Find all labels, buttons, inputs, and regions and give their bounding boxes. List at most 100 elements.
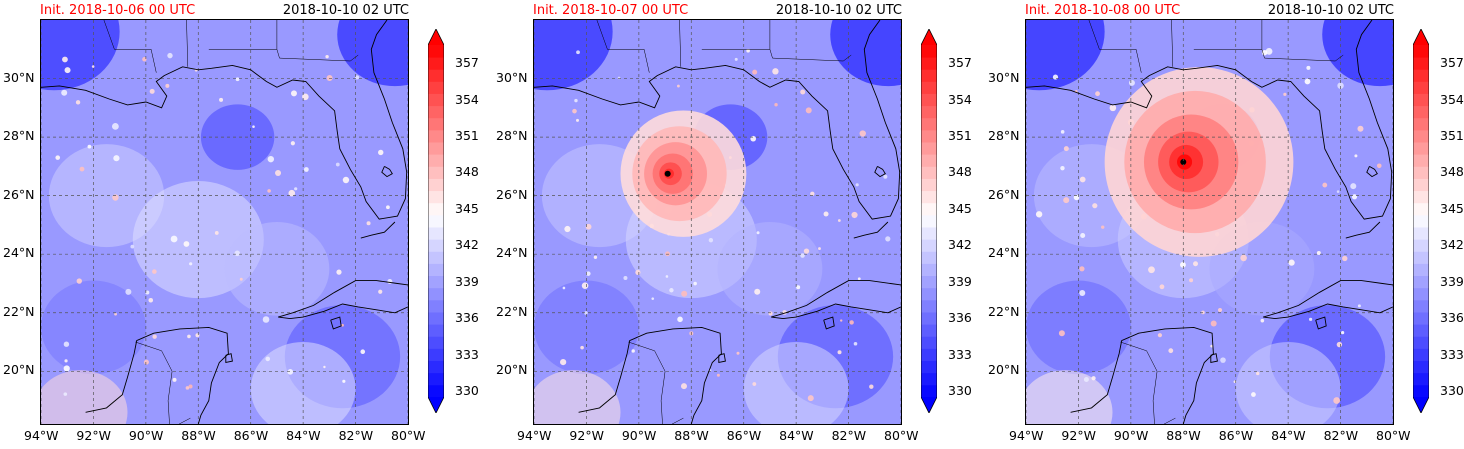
convective-cell <box>1210 344 1214 348</box>
convective-cell <box>1128 79 1135 86</box>
convective-cell <box>189 262 193 266</box>
latitude-tick-label: 30°N <box>3 69 35 85</box>
convective-cell <box>1306 65 1311 70</box>
convective-cell <box>1337 82 1344 89</box>
colorbar-extend-min <box>1413 397 1429 413</box>
latitude-tick-label: 22°N <box>496 303 528 319</box>
longitude-tick-label: 86°W <box>726 428 762 443</box>
convective-cell <box>576 118 580 122</box>
colorbar-tick-label: 342 <box>1440 237 1464 253</box>
convective-cell <box>736 351 740 355</box>
field-region <box>1026 370 1113 424</box>
convective-cell <box>214 231 219 235</box>
colorbar-segment <box>428 81 444 94</box>
colorbar-segment <box>1413 154 1429 167</box>
convective-cell <box>746 48 750 53</box>
convective-cell <box>288 189 296 197</box>
colorbar-segment <box>428 275 444 289</box>
convective-cell <box>593 255 598 259</box>
political-border <box>679 20 682 67</box>
colorbar-segment <box>428 202 444 216</box>
colorbar-segment <box>1413 202 1429 216</box>
convective-cell <box>1336 190 1340 193</box>
convective-cell <box>1193 261 1199 267</box>
convective-cell <box>326 74 333 81</box>
political-border <box>279 54 359 62</box>
colorbar-tick-label: 354 <box>948 91 972 107</box>
convective-cell <box>195 333 200 338</box>
latitude-tick-label: 20°N <box>3 362 35 378</box>
colorbar-segment <box>921 348 937 361</box>
convective-cell <box>734 57 738 61</box>
latitude-tick-label: 24°N <box>496 245 528 261</box>
longitude-tick-label: 82°W <box>831 428 867 443</box>
colorbar-segment <box>428 154 444 167</box>
colorbar-segment <box>428 105 444 119</box>
colorbar-segment <box>921 299 937 313</box>
colorbar-segment <box>1413 287 1429 301</box>
colorbar-segment <box>1413 372 1429 386</box>
colorbar-segment <box>428 45 444 58</box>
forecast-panel-3: Init. 2018-10-08 00 UTC 2018-10-10 02 UT… <box>985 0 1464 449</box>
init-time-label: Init. 2018-10-08 00 UTC <box>1025 3 1181 18</box>
convective-cell <box>378 289 383 294</box>
convective-cell <box>754 288 761 295</box>
convective-cell <box>1095 91 1100 97</box>
colorbar-tick-label: 336 <box>948 310 972 326</box>
convective-cell <box>1058 330 1065 337</box>
colorbar-segment <box>921 190 937 204</box>
latitude-tick-label: 26°N <box>496 186 528 202</box>
convective-cell <box>265 356 271 362</box>
coastline <box>718 353 726 364</box>
convective-cell <box>275 170 282 177</box>
convective-cell <box>1354 154 1358 158</box>
longitude-tick-label: 88°W <box>1166 428 1201 443</box>
convective-cell <box>336 269 342 275</box>
convective-cell <box>651 297 655 300</box>
longitude-tick-label: 90°W <box>621 428 657 443</box>
convective-cell <box>756 231 760 235</box>
political-border <box>671 417 684 424</box>
colorbar-segment <box>1413 348 1429 361</box>
valid-time-label: 2018-10-10 02 UTC <box>282 3 409 18</box>
colorbar-segment <box>1413 129 1429 143</box>
colorbar-segment <box>921 81 937 94</box>
latitude-tick-label: 28°N <box>496 128 528 144</box>
latitude-tick-label: 22°N <box>3 303 35 319</box>
colorbar <box>921 29 937 413</box>
convective-cell <box>262 316 270 323</box>
colorbar-extend-min <box>428 397 444 413</box>
longitude-tick-label: 80°W <box>1376 428 1411 443</box>
convective-cell <box>63 392 68 396</box>
colorbar-segment <box>921 129 937 143</box>
longitude-tick-label: 80°W <box>884 428 919 443</box>
convective-cell <box>853 341 858 346</box>
convective-cell <box>1341 330 1345 335</box>
colorbar-segment <box>428 324 444 337</box>
convective-cell <box>693 281 697 286</box>
convective-cell <box>564 225 571 233</box>
convective-cell <box>386 205 390 210</box>
colorbar-segment <box>1413 239 1429 252</box>
convective-cell <box>576 50 580 55</box>
colorbar-segment <box>428 117 444 131</box>
political-border <box>772 54 852 62</box>
colorbar-tick-label: 333 <box>948 346 972 362</box>
coastline <box>1210 353 1218 364</box>
convective-cell <box>1109 104 1117 112</box>
convective-cell <box>768 311 773 316</box>
colorbar-tick-label: 354 <box>1440 91 1464 107</box>
latitude-tick-label: 20°N <box>988 362 1020 378</box>
colorbar-extend-max <box>428 29 444 45</box>
init-time-label: Init. 2018-10-07 00 UTC <box>533 3 689 18</box>
colorbar-segment <box>428 190 444 204</box>
longitude-tick-label: 82°W <box>1323 428 1359 443</box>
longitude-tick-label: 94°W <box>517 428 552 443</box>
colorbar-segment <box>1413 69 1429 82</box>
longitude-tick-label: 86°W <box>233 428 269 443</box>
colorbar-segment <box>1413 57 1429 70</box>
convective-cell <box>64 359 68 363</box>
political-border <box>103 20 157 73</box>
colorbar-segment <box>921 93 937 107</box>
colorbar-tick-label: 345 <box>455 200 479 216</box>
